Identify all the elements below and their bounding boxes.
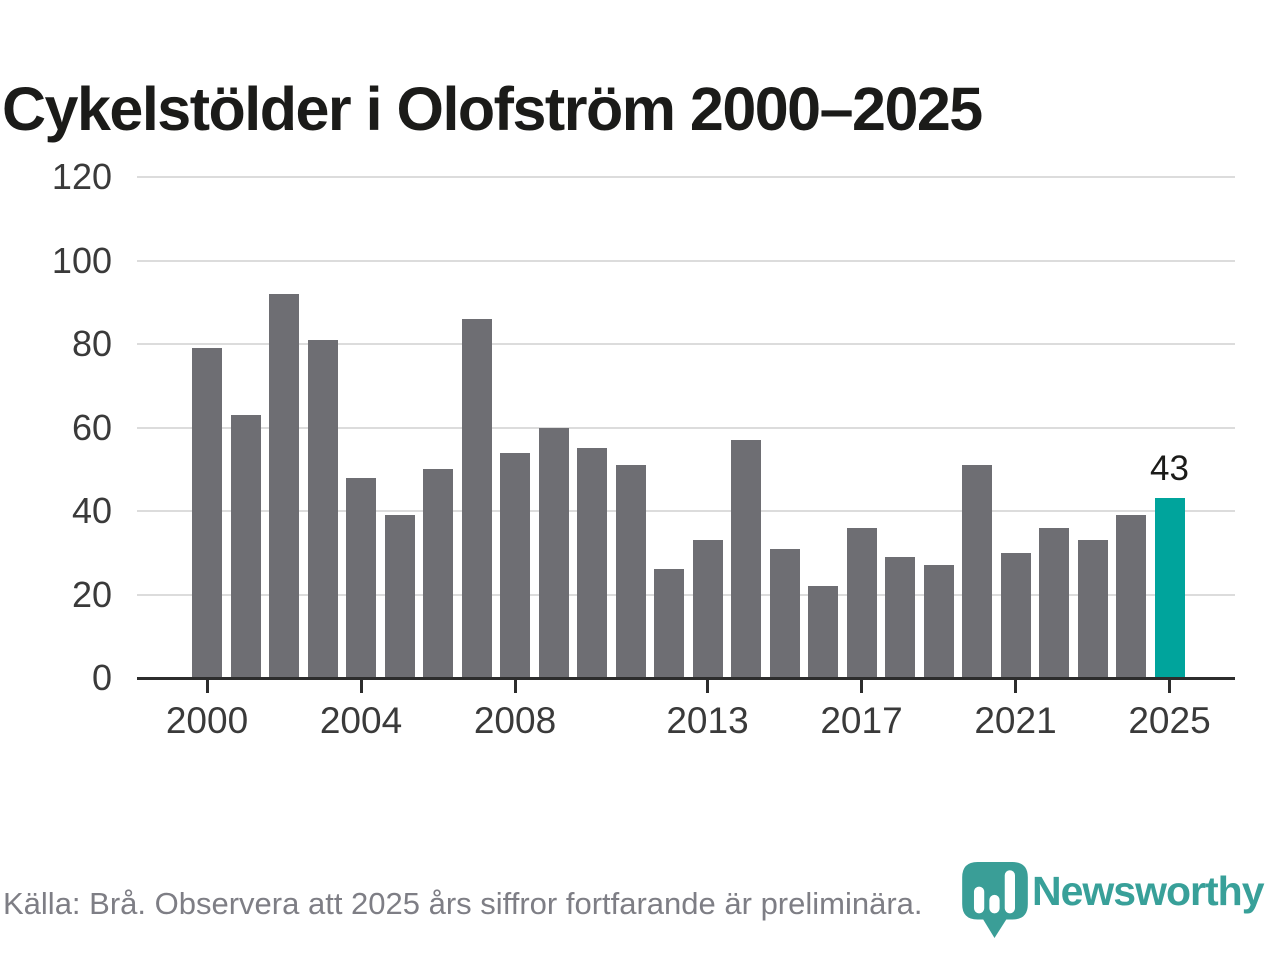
bar-2022 bbox=[1039, 527, 1069, 678]
bar-2016 bbox=[808, 586, 838, 678]
x-axis-tick bbox=[1014, 678, 1017, 693]
x-axis-tick bbox=[860, 678, 863, 693]
bar-2023 bbox=[1077, 540, 1108, 678]
x-axis-tick-label: 2013 bbox=[666, 700, 749, 741]
x-axis-tick-label: 2025 bbox=[1128, 700, 1211, 741]
newsworthy-logo-link[interactable]: Newsworthy bbox=[960, 860, 1264, 945]
bar-2013 bbox=[692, 540, 723, 678]
gridline-y-60 bbox=[137, 426, 1235, 429]
bar-2015 bbox=[769, 548, 800, 678]
y-axis-tick-label: 80 bbox=[71, 323, 112, 364]
gridline-y-20 bbox=[137, 593, 1235, 596]
bar-2014 bbox=[731, 440, 761, 678]
bar-2010 bbox=[577, 448, 607, 678]
bar-2019 bbox=[923, 565, 954, 678]
bar-2007 bbox=[461, 318, 492, 678]
y-axis-tick-label: 40 bbox=[71, 490, 112, 531]
x-axis-tick bbox=[513, 678, 517, 693]
y-axis-tick-label: 100 bbox=[51, 239, 112, 281]
x-axis-line bbox=[137, 677, 1235, 680]
newsworthy-bubble-barchart-icon bbox=[960, 860, 1030, 945]
bar-2001 bbox=[230, 414, 261, 678]
x-axis-tick-label: 2017 bbox=[820, 700, 903, 741]
y-axis-tick-label: 60 bbox=[71, 406, 112, 448]
gridline-y-100 bbox=[137, 259, 1235, 262]
x-axis-tick bbox=[706, 678, 709, 693]
x-axis-tick-label: 2008 bbox=[473, 700, 557, 741]
chart-title: Cykelstölder i Olofström 2000–2025 bbox=[2, 74, 983, 143]
bar-2012 bbox=[654, 569, 684, 678]
bar-2017 bbox=[846, 527, 877, 678]
y-axis-tick-label: 20 bbox=[71, 573, 112, 615]
source-note: Källa: Brå. Observera att 2025 års siffr… bbox=[3, 886, 923, 921]
bar-2021 bbox=[1000, 552, 1031, 678]
x-axis-tick bbox=[1168, 678, 1171, 693]
bar-2005 bbox=[384, 515, 415, 678]
x-axis-tick-label: 2021 bbox=[974, 700, 1057, 741]
bar-2011 bbox=[615, 465, 646, 678]
bar-2003 bbox=[307, 339, 338, 678]
gridline-y-120 bbox=[137, 176, 1235, 178]
bar-2000 bbox=[192, 348, 222, 678]
bar-2018 bbox=[885, 556, 915, 678]
bar-2020 bbox=[962, 465, 992, 678]
bar-2009 bbox=[538, 427, 569, 678]
bar-2024 bbox=[1116, 515, 1146, 678]
x-axis-tick bbox=[205, 678, 209, 693]
bar-2004 bbox=[346, 477, 376, 678]
x-axis-tick bbox=[359, 678, 363, 693]
highlight-value-label: 43 bbox=[1150, 449, 1189, 489]
newsworthy-brand-name: Newsworthy bbox=[1032, 868, 1264, 914]
x-axis-tick-label: 2004 bbox=[319, 700, 403, 741]
y-axis-tick-label: 0 bbox=[91, 657, 112, 698]
y-axis-tick-label: 120 bbox=[51, 156, 112, 197]
gridline-y-80 bbox=[137, 343, 1235, 345]
x-axis-tick-label: 2000 bbox=[165, 700, 249, 741]
bar-2006 bbox=[423, 469, 453, 678]
bar-2002 bbox=[269, 293, 299, 678]
gridline-y-40 bbox=[137, 510, 1235, 512]
bar-2008 bbox=[500, 452, 530, 678]
bar-2025 bbox=[1154, 498, 1185, 678]
